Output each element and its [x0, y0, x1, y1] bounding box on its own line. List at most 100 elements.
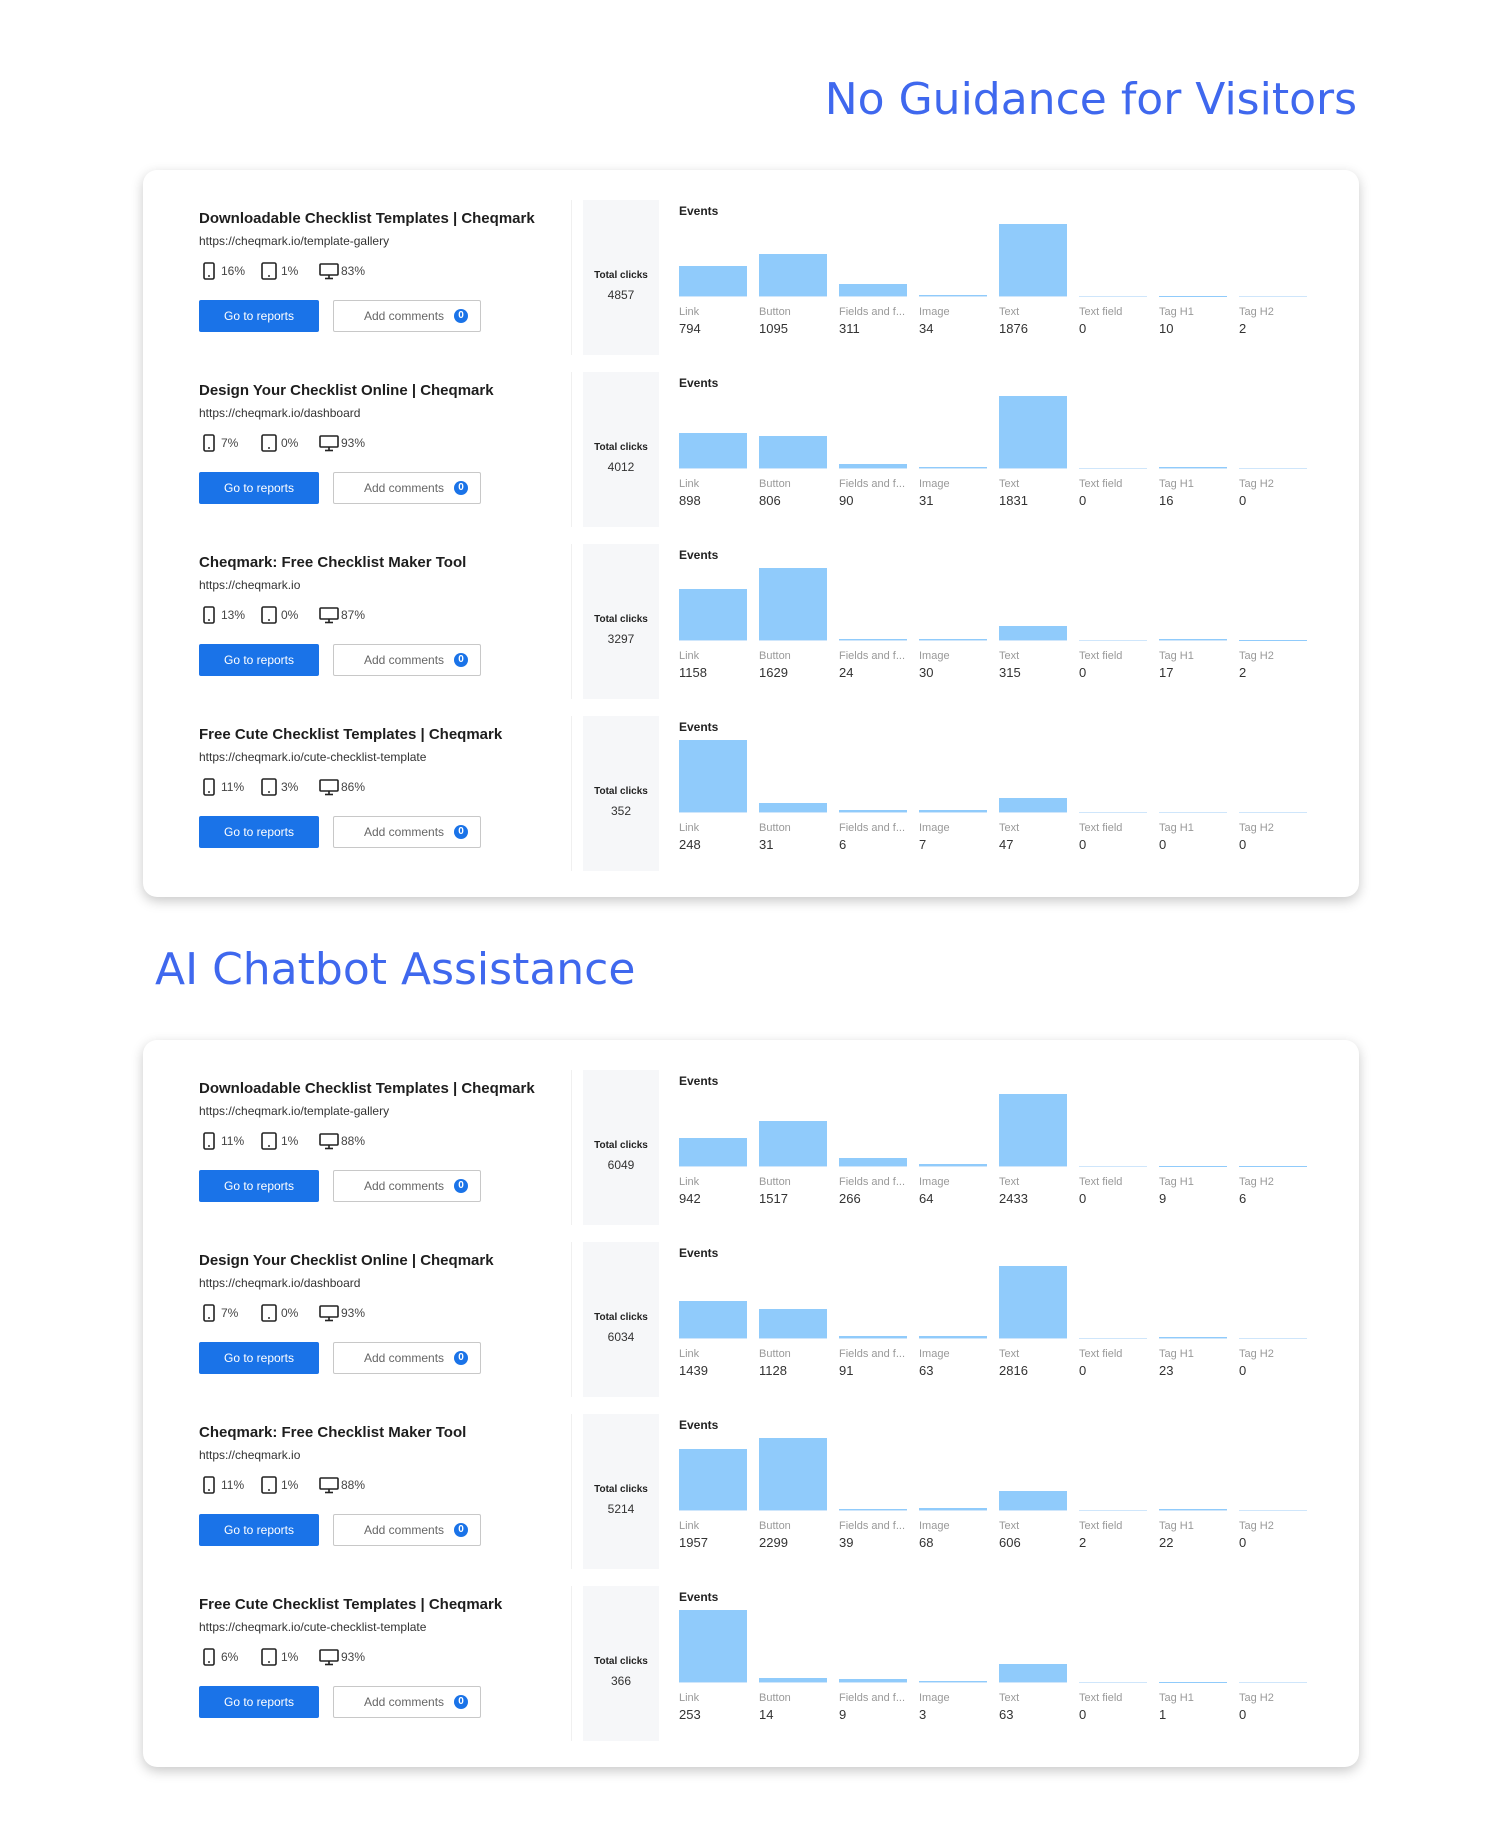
- category-label: Image: [919, 1520, 950, 1532]
- page-title: Cheqmark: Free Checklist Maker Tool: [199, 1424, 467, 1441]
- bar-baseline: [759, 812, 827, 813]
- go-to-reports-button[interactable]: Go to reports: [199, 300, 319, 332]
- total-clicks-box: Total clicks 5214: [583, 1414, 659, 1569]
- bar-baseline: [759, 1166, 827, 1167]
- go-to-reports-button[interactable]: Go to reports: [199, 1342, 319, 1374]
- bar: [679, 1448, 747, 1510]
- event-value: 91: [839, 1363, 854, 1378]
- report-row: Design Your Checklist Online | Cheqmark h…: [143, 372, 1359, 532]
- add-comments-button[interactable]: Add comments 0: [333, 300, 481, 332]
- bar-baseline: [919, 296, 987, 297]
- category-label: Text field: [1079, 1520, 1123, 1532]
- mobile-icon: [203, 434, 215, 452]
- total-clicks-box: Total clicks 4012: [583, 372, 659, 527]
- device-share: 0%: [281, 1306, 299, 1320]
- event-value: 0: [1079, 1363, 1087, 1378]
- event-value: 63: [919, 1363, 934, 1378]
- bar-baseline: [1239, 640, 1307, 641]
- add-comments-button[interactable]: Add comments 0: [333, 1342, 481, 1374]
- go-to-reports-button[interactable]: Go to reports: [199, 472, 319, 504]
- category-label: Text field: [1079, 1348, 1123, 1360]
- category-label: Fields and f...: [839, 822, 906, 834]
- add-comments-button[interactable]: Add comments 0: [333, 1686, 481, 1718]
- total-clicks-label: Total clicks: [594, 1140, 648, 1151]
- report-row: Cheqmark: Free Checklist Maker Tool https…: [143, 1414, 1359, 1574]
- device-share: 11%: [221, 1134, 245, 1148]
- bar: [679, 588, 747, 640]
- add-comments-button[interactable]: Add comments 0: [333, 1170, 481, 1202]
- bar-baseline: [839, 1510, 907, 1511]
- event-value: 0: [1239, 1363, 1247, 1378]
- page-title: Free Cute Checklist Templates | Cheqmark: [199, 726, 503, 743]
- go-to-reports-button[interactable]: Go to reports: [199, 644, 319, 676]
- tablet-icon: [261, 1648, 277, 1666]
- bar: [919, 638, 987, 640]
- comment-badge: 0: [454, 1179, 468, 1193]
- category-label: Text: [999, 650, 1020, 662]
- go-to-reports-button[interactable]: Go to reports: [199, 1514, 319, 1546]
- category-label: Fields and f...: [839, 478, 906, 490]
- mobile-icon: [203, 1304, 215, 1322]
- event-value: 0: [1079, 1191, 1087, 1206]
- device-share: 93%: [341, 1306, 366, 1320]
- bar-baseline: [1239, 468, 1307, 469]
- add-comments-button[interactable]: Add comments 0: [333, 1514, 481, 1546]
- bar-baseline: [919, 812, 987, 813]
- bar: [919, 1164, 987, 1166]
- divider: [571, 200, 572, 355]
- total-clicks-label: Total clicks: [594, 614, 648, 625]
- category-label: Button: [759, 1348, 791, 1360]
- add-comments-label: Add comments: [364, 309, 445, 323]
- bar: [679, 432, 747, 468]
- desktop-icon: [319, 1133, 339, 1150]
- event-value: 63: [999, 1707, 1014, 1722]
- bar-baseline: [999, 812, 1067, 813]
- category-label: Tag H2: [1239, 1692, 1274, 1704]
- device-share: 93%: [341, 436, 366, 450]
- desktop-icon: [319, 779, 339, 796]
- category-label: Link: [679, 1692, 700, 1704]
- add-comments-button[interactable]: Add comments 0: [333, 472, 481, 504]
- event-value: 1: [1159, 1707, 1167, 1722]
- total-clicks-value: 6034: [607, 1330, 635, 1344]
- bar-baseline: [839, 1682, 907, 1683]
- go-to-reports-button[interactable]: Go to reports: [199, 1686, 319, 1718]
- total-clicks-label: Total clicks: [594, 1656, 648, 1667]
- event-value: 14: [759, 1707, 774, 1722]
- divider: [571, 372, 572, 527]
- category-label: Text: [999, 478, 1020, 490]
- event-value: 10: [1159, 321, 1174, 336]
- bar: [1159, 467, 1227, 468]
- bar-baseline: [759, 1510, 827, 1511]
- add-comments-button[interactable]: Add comments 0: [333, 644, 481, 676]
- page-url: https://cheqmark.io/template-gallery: [199, 234, 390, 248]
- go-to-reports-button[interactable]: Go to reports: [199, 1170, 319, 1202]
- event-value: 2433: [999, 1191, 1028, 1206]
- tablet-icon: [261, 606, 277, 624]
- bar: [679, 1610, 747, 1682]
- report-row: Design Your Checklist Online | Cheqmark h…: [143, 1242, 1359, 1402]
- bar-baseline: [919, 1166, 987, 1167]
- bar-baseline: [999, 296, 1067, 297]
- bar-baseline: [679, 640, 747, 641]
- page-url: https://cheqmark.io: [199, 578, 301, 592]
- desktop-icon: [319, 1649, 339, 1666]
- comment-badge: 0: [454, 1523, 468, 1537]
- category-label: Link: [679, 478, 700, 490]
- category-label: Image: [919, 306, 950, 318]
- comment-badge: 0: [454, 309, 468, 323]
- bar-baseline: [1239, 1682, 1307, 1683]
- event-value: 1957: [679, 1535, 708, 1550]
- bar: [1159, 639, 1227, 640]
- bar: [999, 396, 1067, 468]
- add-comments-button[interactable]: Add comments 0: [333, 816, 481, 848]
- event-value: 0: [1079, 321, 1087, 336]
- event-value: 806: [759, 493, 781, 508]
- category-label: Text field: [1079, 1692, 1123, 1704]
- event-value: 7: [919, 837, 927, 852]
- event-value: 16: [1159, 493, 1174, 508]
- device-share: 6%: [221, 1650, 239, 1664]
- tablet-icon: [261, 1132, 277, 1150]
- go-to-reports-button[interactable]: Go to reports: [199, 816, 319, 848]
